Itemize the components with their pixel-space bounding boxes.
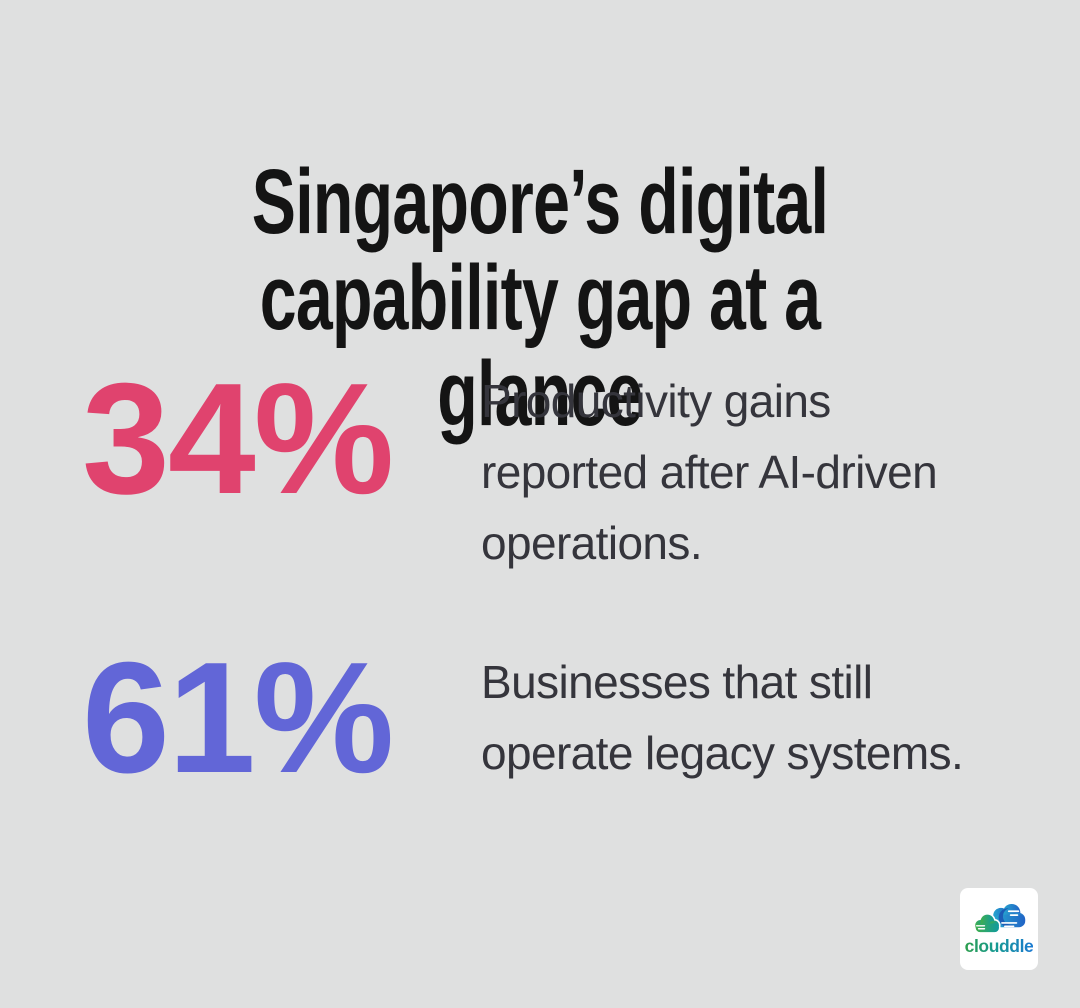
stat-value-legacy-systems: 61% <box>82 630 394 806</box>
clouds-icon <box>973 903 1026 934</box>
clouddle-logo-card: clouddle <box>960 888 1038 970</box>
stat-description-productivity: Productivity gains reported after AI-dri… <box>481 375 938 569</box>
stat-description-legacy-systems: Businesses that still operate legacy sys… <box>481 656 964 779</box>
page-title: Singapore’s digital capability gap at a … <box>251 150 829 445</box>
clouddle-wordmark: clouddle <box>964 936 1034 956</box>
stat-value-productivity: 34% <box>82 351 394 527</box>
